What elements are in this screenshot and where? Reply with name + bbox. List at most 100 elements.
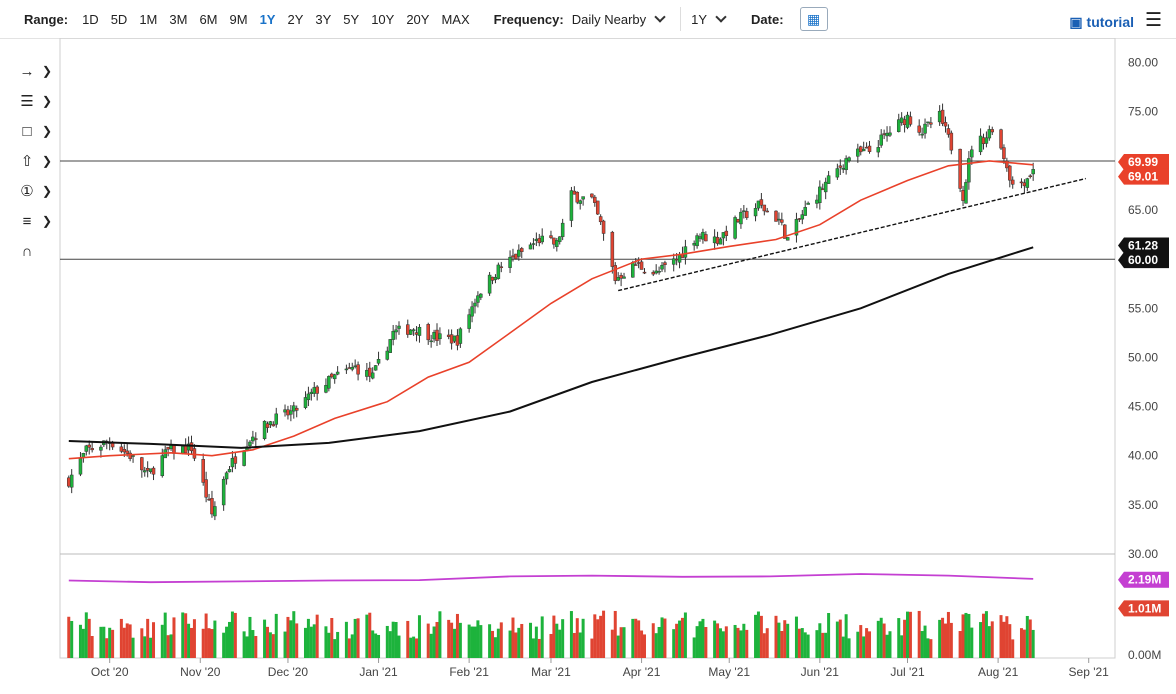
range-6m[interactable]: 6M — [199, 11, 218, 27]
candle-body — [1008, 165, 1012, 181]
candle-body — [762, 204, 767, 212]
candle-body — [581, 196, 585, 200]
candle-body — [467, 314, 471, 329]
volume-bar — [324, 626, 328, 658]
tool-number[interactable]: ① ❯ — [14, 176, 56, 206]
range-1y[interactable]: 1Y — [259, 11, 276, 27]
volume-bar — [765, 628, 769, 658]
tool-magnet[interactable]: ∩ — [14, 236, 56, 266]
range-5d[interactable]: 5D — [110, 11, 128, 27]
candle-body — [160, 455, 165, 477]
range-10y[interactable]: 10Y — [371, 11, 395, 27]
y-tick-label: 30.00 — [1128, 547, 1158, 561]
ma-price-tag: 61.28 — [1128, 239, 1158, 253]
candle-body — [806, 202, 810, 205]
frequency-value: Daily Nearby — [571, 11, 647, 27]
x-tick-label: Apr '21 — [623, 665, 661, 679]
range-1d[interactable]: 1D — [82, 11, 99, 27]
range-max[interactable]: MAX — [441, 11, 470, 27]
volume-bar — [745, 629, 749, 658]
ma50-line — [68, 160, 1034, 460]
volume-bar — [377, 634, 381, 658]
range-5y[interactable]: 5Y — [343, 11, 360, 27]
volume-bar — [917, 610, 921, 658]
candle-body — [271, 424, 276, 427]
candle-body — [984, 137, 989, 144]
volume-bar — [961, 614, 965, 658]
candle-body — [254, 438, 258, 440]
volume-bar — [391, 621, 395, 658]
calendar-button[interactable]: ▦ — [799, 7, 828, 31]
volume-bar — [713, 620, 717, 658]
candle-body — [125, 450, 129, 454]
y-tick-label: 50.00 — [1128, 350, 1158, 364]
volume-bar — [575, 618, 579, 658]
volume-bar — [306, 618, 310, 658]
volume-bar — [295, 623, 299, 658]
candle-body — [99, 446, 103, 451]
range-3m[interactable]: 3M — [169, 11, 188, 27]
volume-bar — [283, 631, 287, 658]
volume-bar — [619, 627, 623, 658]
volume-bar — [561, 619, 565, 658]
range-20y[interactable]: 20Y — [406, 11, 430, 27]
volume-bar — [581, 618, 585, 658]
range-3y[interactable]: 3Y — [315, 11, 332, 27]
candle-body — [943, 122, 948, 127]
tutorial-link[interactable]: ▣ tutorial — [1069, 14, 1134, 31]
volume-bar — [265, 626, 269, 658]
volume-bar — [838, 619, 842, 658]
candle-body — [531, 243, 536, 245]
candle-body — [67, 477, 71, 487]
candle-body — [309, 391, 314, 394]
range-1m[interactable]: 1M — [139, 11, 158, 27]
candle-body — [294, 407, 299, 411]
volume-bar — [493, 637, 497, 658]
volume-bar — [967, 613, 971, 658]
x-tick-label: Dec '20 — [268, 665, 309, 679]
candle-body — [537, 238, 542, 244]
candle-body — [671, 258, 676, 265]
tool-arrow[interactable]: ⇧ ❯ — [14, 146, 56, 176]
indicators-icon: ☰ — [20, 93, 34, 110]
candle-body — [180, 446, 185, 454]
candle-body — [879, 134, 883, 146]
tool-indicators[interactable]: ☰ ❯ — [14, 86, 56, 116]
volume-bar — [695, 626, 699, 658]
volume-bar — [859, 625, 863, 658]
x-tick-label: Mar '21 — [531, 665, 571, 679]
candle-body — [128, 452, 132, 459]
candle-body — [633, 264, 638, 266]
tool-shapes[interactable]: □ ❯ — [14, 116, 56, 146]
period-select[interactable]: 1Y — [691, 11, 727, 27]
volume-bar — [739, 630, 743, 658]
candle-body — [324, 385, 328, 393]
candle-body — [695, 235, 699, 247]
frequency-select[interactable]: Daily Nearby — [571, 11, 666, 27]
candle-body — [631, 262, 635, 278]
range-9m[interactable]: 9M — [229, 11, 248, 27]
candle-body — [841, 168, 845, 170]
candle-body — [394, 329, 398, 333]
tool-crosshair[interactable]: → ❯ — [14, 56, 56, 86]
volume-bar — [818, 623, 822, 658]
volume-bar — [555, 623, 559, 658]
volume-bar — [844, 614, 848, 658]
volume-bar — [406, 620, 410, 658]
range-2y[interactable]: 2Y — [287, 11, 304, 27]
candle-body — [885, 132, 889, 137]
volume-bar — [786, 623, 790, 658]
candle-body — [455, 335, 460, 346]
price-chart[interactable]: 80.00 75.00 65.00 55.00 50.00 45.00 40.00 35.00… — [0, 38, 1176, 694]
volume-average-tag-bg — [1118, 571, 1169, 588]
volume-bar — [733, 624, 737, 658]
hamburger-menu-icon[interactable]: ☰ — [1144, 10, 1162, 31]
volume-bar — [759, 615, 763, 658]
tool-sliders[interactable]: ≡ ❯ — [14, 206, 56, 236]
candle-body — [446, 334, 451, 337]
candle-body — [753, 208, 758, 217]
x-tick-label: Sep '21 — [1069, 665, 1110, 679]
candle-body — [926, 121, 930, 124]
volume-bar — [336, 631, 340, 658]
candle-body — [493, 277, 498, 280]
